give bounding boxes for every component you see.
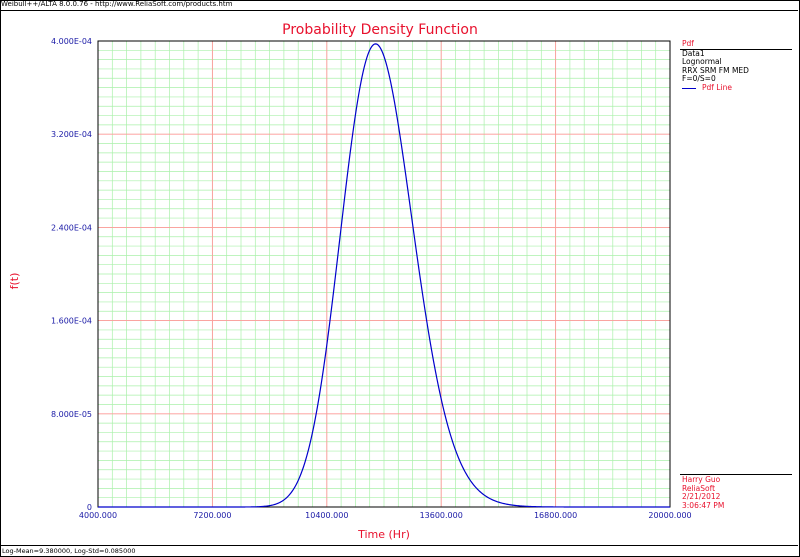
footer-bar: Log-Mean=9.380000, Log-Std=0.085000 xyxy=(2,547,136,555)
minor-grid xyxy=(97,40,671,508)
legend: Pdf Data1 Lognormal RRX SRM FM MED F=0/S… xyxy=(680,39,792,93)
legend-line-swatch xyxy=(682,87,696,89)
footer-divider xyxy=(0,545,798,546)
legend-fs-count: F=0/S=0 xyxy=(682,74,716,84)
x-tick-label: 16800.000 xyxy=(534,511,577,520)
signature-date: 2/21/2012 xyxy=(682,492,721,502)
x-tick-label: 13600.000 xyxy=(420,511,463,520)
header-bar: Weibull++/ALTA 8.0.0.76 - http://www.Rel… xyxy=(1,0,233,8)
signature-name: Harry Guo xyxy=(682,475,721,484)
chart-title: Probability Density Function xyxy=(282,22,478,38)
y-tick-labels: 0 8.000E-05 1.600E-04 2.400E-04 3.200E-04 4.0… xyxy=(51,37,92,512)
x-tick-label: 10400.000 xyxy=(305,511,348,520)
legend-title: Pdf xyxy=(680,39,792,50)
x-axis-label: Time (Hr) xyxy=(357,528,410,541)
y-tick-label: 3.200E-04 xyxy=(51,130,92,139)
signature-time: 3:06:47 PM xyxy=(682,500,725,510)
legend-series-label: Pdf Line xyxy=(702,82,732,92)
legend-data-name: Data1 xyxy=(682,48,705,58)
signature-block: Harry Guo ReliaSoft 2/21/2012 3:06:47 PM xyxy=(680,474,792,510)
x-tick-label: 4000.000 xyxy=(79,511,117,520)
x-tick-label: 20000.000 xyxy=(648,511,691,520)
header-divider xyxy=(0,10,798,11)
y-tick-label: 2.400E-04 xyxy=(51,223,92,232)
x-tick-labels: 4000.000 7200.000 10400.000 13600.000 16800.… xyxy=(79,511,692,520)
plot-border xyxy=(97,40,671,508)
signature-company: ReliaSoft xyxy=(682,483,716,493)
y-tick-label: 8.000E-05 xyxy=(51,410,92,419)
pdf-line xyxy=(98,43,670,508)
y-tick-label: 1.600E-04 xyxy=(51,317,92,326)
x-tick-label: 7200.000 xyxy=(193,511,231,520)
y-tick-label: 0 xyxy=(87,503,92,512)
legend-series: Pdf Line xyxy=(680,82,792,93)
y-axis-label: f(t) xyxy=(8,273,21,290)
legend-distribution: Lognormal xyxy=(682,57,722,67)
y-tick-label: 4.000E-04 xyxy=(51,37,92,46)
legend-analysis: RRX SRM FM MED xyxy=(682,65,749,75)
